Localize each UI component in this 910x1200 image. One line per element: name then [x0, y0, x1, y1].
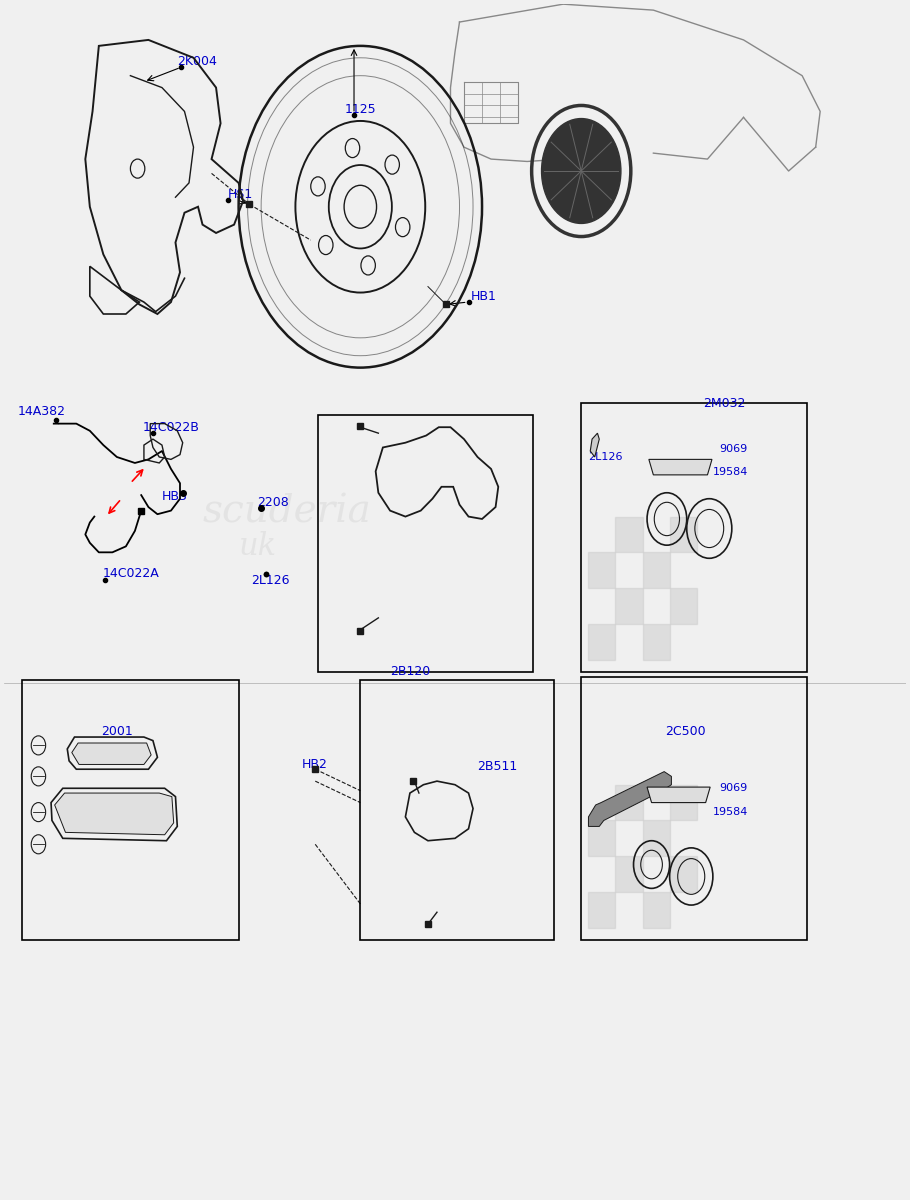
Bar	[642, 552, 670, 588]
Bar	[615, 588, 642, 624]
Bar	[670, 785, 697, 821]
Polygon shape	[591, 433, 600, 457]
Bar	[360, 680, 554, 940]
Text: 14C022A: 14C022A	[103, 568, 159, 581]
Text: 1125: 1125	[345, 102, 377, 115]
Bar	[615, 785, 642, 821]
Bar	[642, 892, 670, 928]
Text: 14C022B: 14C022B	[143, 421, 200, 433]
Text: 2208: 2208	[257, 496, 288, 509]
Bar	[615, 857, 642, 892]
Text: 14A382: 14A382	[17, 406, 66, 419]
Polygon shape	[647, 787, 710, 803]
Bar	[670, 588, 697, 624]
Text: 19584: 19584	[713, 468, 748, 478]
Bar	[318, 415, 532, 672]
Text: 9069: 9069	[719, 784, 747, 793]
Bar	[670, 516, 697, 552]
Text: 2K004: 2K004	[177, 55, 217, 68]
Text: 2C500: 2C500	[665, 725, 706, 738]
Text: 2L126: 2L126	[251, 575, 289, 588]
Text: HS1: HS1	[228, 188, 253, 202]
Text: 2M032: 2M032	[703, 397, 745, 410]
Text: 2L126: 2L126	[589, 452, 623, 462]
Text: HB1: HB1	[471, 289, 497, 302]
Text: 2B511: 2B511	[478, 761, 518, 773]
Bar	[589, 821, 615, 857]
Polygon shape	[649, 460, 712, 475]
Bar	[581, 678, 806, 940]
Bar	[670, 857, 697, 892]
Text: scuderia: scuderia	[203, 493, 371, 530]
Text: HB3: HB3	[162, 490, 187, 503]
Bar	[642, 624, 670, 660]
Bar	[22, 680, 238, 940]
Circle shape	[541, 119, 621, 223]
Text: HB2: HB2	[302, 758, 328, 770]
Bar	[642, 821, 670, 857]
Bar	[581, 403, 806, 672]
Text: 2001: 2001	[102, 725, 133, 738]
Bar	[589, 552, 615, 588]
Polygon shape	[72, 743, 151, 764]
Bar	[589, 624, 615, 660]
Bar	[589, 892, 615, 928]
Text: 19584: 19584	[713, 808, 748, 817]
Polygon shape	[589, 772, 672, 827]
Polygon shape	[55, 793, 174, 835]
Bar	[615, 516, 642, 552]
Text: 2B120: 2B120	[390, 665, 430, 678]
Text: 9069: 9069	[719, 444, 747, 454]
Text: uk: uk	[238, 530, 277, 562]
